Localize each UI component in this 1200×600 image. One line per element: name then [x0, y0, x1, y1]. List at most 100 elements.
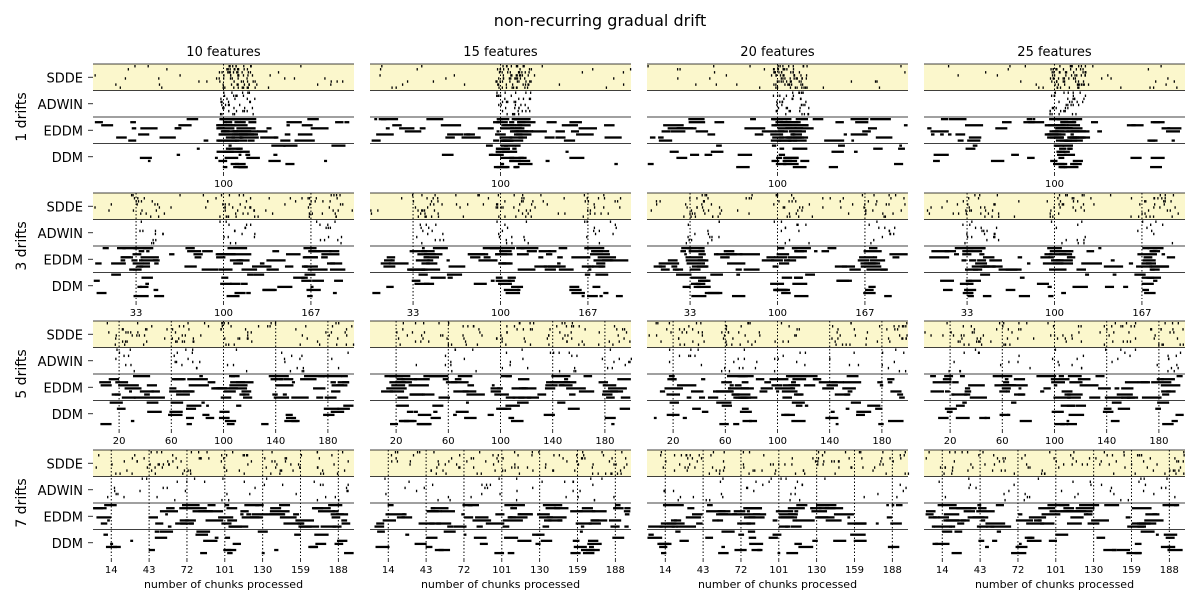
detection-mark: [798, 229, 800, 233]
detection-mark: [719, 480, 722, 484]
detection-mark: [588, 265, 594, 268]
detection-mark: [176, 351, 178, 355]
detection-mark: [235, 109, 238, 113]
detection-mark: [159, 510, 179, 513]
detection-mark: [153, 288, 159, 292]
detection-mark: [202, 194, 205, 197]
detection-mark: [661, 130, 671, 133]
detection-mark: [111, 463, 113, 466]
detection-mark: [613, 325, 616, 328]
detection-mark: [940, 133, 944, 136]
detection-mark: [497, 94, 499, 98]
detection-mark: [497, 194, 500, 197]
detection-mark: [782, 77, 784, 80]
detection-mark: [377, 209, 379, 212]
detection-mark: [984, 463, 986, 466]
detection-mark: [486, 486, 489, 490]
detection-mark: [558, 384, 565, 387]
detection-mark: [779, 65, 781, 68]
detection-mark: [421, 250, 435, 253]
detection-mark: [571, 256, 591, 259]
detection-mark: [490, 279, 495, 282]
detection-mark: [425, 223, 427, 227]
detection-mark: [434, 238, 436, 242]
detection-mark: [252, 80, 254, 83]
detection-mark: [810, 507, 814, 510]
detection-mark: [878, 226, 880, 230]
detection-mark: [962, 200, 964, 203]
detection-mark: [140, 220, 142, 223]
detection-mark: [115, 381, 129, 384]
detection-mark: [851, 203, 854, 206]
detection-mark: [1122, 340, 1124, 343]
detection-mark: [842, 381, 862, 384]
detection-mark: [468, 504, 473, 507]
detection-mark: [396, 331, 398, 334]
detection-mark: [695, 130, 709, 133]
detection-mark: [508, 416, 515, 420]
detection-mark: [127, 68, 129, 71]
detection-mark: [749, 322, 751, 325]
detection-mark: [591, 510, 607, 513]
detection-mark: [791, 200, 793, 203]
detection-mark: [510, 419, 524, 423]
detection-mark: [712, 451, 715, 454]
detection-mark: [849, 343, 851, 346]
detection-mark: [394, 451, 397, 454]
detection-mark: [771, 124, 792, 127]
detection-mark: [187, 322, 189, 325]
detection-mark: [615, 294, 623, 298]
detection-mark: [688, 121, 706, 124]
detection-mark: [584, 457, 586, 460]
detection-mark: [1076, 100, 1078, 104]
detection-mark: [700, 363, 703, 367]
detection-mark: [236, 94, 238, 98]
x-tick-label: 101: [769, 565, 788, 576]
detection-mark: [509, 156, 524, 160]
detection-mark: [886, 328, 888, 331]
detection-mark: [1077, 103, 1080, 107]
detection-mark: [238, 133, 259, 136]
detection-mark: [1053, 77, 1055, 80]
detection-mark: [892, 256, 900, 259]
detection-mark: [805, 74, 808, 77]
detection-mark: [1013, 215, 1016, 218]
detection-mark: [351, 209, 353, 212]
detection-mark: [336, 539, 348, 542]
detection-mark: [793, 74, 795, 77]
detection-mark: [527, 74, 529, 77]
detection-mark: [966, 235, 969, 239]
detection-mark: [964, 390, 972, 393]
detection-mark: [671, 265, 678, 268]
detection-mark: [1051, 80, 1053, 83]
detection-mark: [1176, 86, 1178, 89]
detection-mark: [200, 551, 208, 555]
detection-mark: [802, 469, 805, 472]
detection-mark: [234, 68, 236, 71]
detection-mark: [967, 294, 974, 298]
detection-mark: [704, 212, 706, 215]
detection-mark: [497, 83, 499, 86]
detection-mark: [337, 337, 339, 340]
detection-mark: [378, 118, 399, 121]
detection-mark: [736, 83, 738, 86]
detection-mark: [582, 215, 584, 218]
detection-mark: [1055, 139, 1069, 142]
detection-mark: [837, 328, 839, 331]
detection-mark: [462, 390, 477, 393]
detection-mark: [979, 194, 981, 197]
detection-mark: [115, 83, 117, 86]
detection-mark: [330, 381, 336, 384]
detection-mark: [541, 480, 543, 484]
detection-mark: [572, 480, 575, 484]
detection-mark: [789, 109, 792, 113]
panel: 14 43 72 101 130 159 188SDDEADWINEDDMDDMnumber…: [38, 449, 354, 591]
detection-mark: [942, 334, 944, 337]
detection-mark: [593, 203, 595, 206]
detection-mark: [517, 401, 529, 404]
detection-mark: [155, 238, 157, 242]
detection-mark: [511, 74, 513, 77]
detection-mark: [151, 200, 153, 203]
detection-mark: [788, 139, 807, 142]
